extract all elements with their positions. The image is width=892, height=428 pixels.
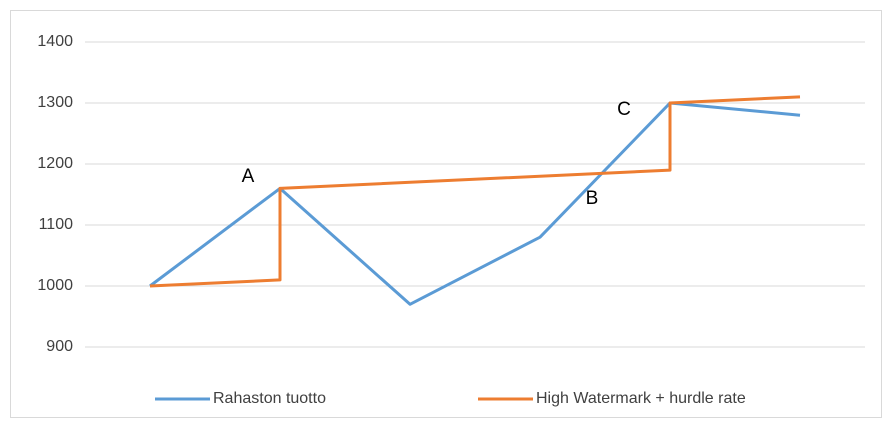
y-tick-label: 1100 <box>39 216 74 233</box>
y-tick-label: 900 <box>46 338 73 355</box>
legend-label: Rahaston tuotto <box>213 390 326 407</box>
annotation: C <box>617 99 631 120</box>
legend-label: High Watermark + hurdle rate <box>536 390 746 407</box>
y-tick-label: 1200 <box>37 155 73 172</box>
y-tick-label: 1000 <box>37 277 73 294</box>
series-line <box>149 95 801 288</box>
annotation: A <box>242 166 255 187</box>
chart-frame <box>10 10 882 418</box>
series-line <box>149 101 801 306</box>
y-tick-label: 1400 <box>37 33 73 50</box>
annotation: B <box>586 188 599 209</box>
y-tick-label: 1300 <box>37 94 73 111</box>
